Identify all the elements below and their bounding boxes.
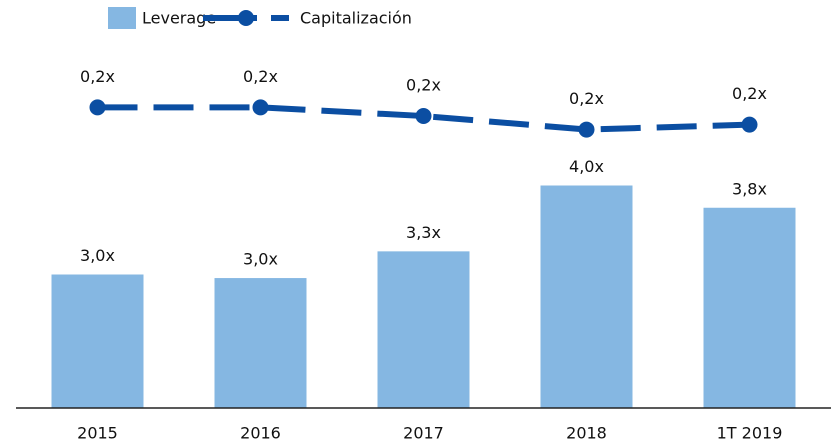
- data-label: 0,2x: [406, 76, 441, 95]
- bar: [703, 207, 796, 408]
- data-label: 4,0x: [569, 157, 604, 176]
- legend-swatch: [108, 7, 136, 29]
- bar: [214, 278, 307, 408]
- data-label: 0,2x: [569, 89, 604, 108]
- x-tick-label: 1T 2019: [717, 424, 783, 443]
- legend-marker: [238, 10, 254, 26]
- data-label: 3,8x: [732, 179, 767, 198]
- line-marker: [578, 121, 595, 138]
- line-marker: [741, 116, 758, 133]
- x-tick-label: 2017: [403, 424, 444, 443]
- data-label: 0,2x: [80, 67, 115, 86]
- line-marker: [415, 108, 432, 125]
- x-tick-label: 2015: [77, 424, 118, 443]
- x-tick-label: 2016: [240, 424, 281, 443]
- x-tick-label: 2018: [566, 424, 607, 443]
- line-marker: [252, 99, 269, 116]
- data-label: 3,0x: [80, 246, 115, 265]
- data-label: 3,3x: [406, 223, 441, 242]
- bar: [51, 274, 144, 408]
- legend: Leverage Capitalización: [108, 7, 412, 29]
- bar: [377, 251, 470, 408]
- line-marker: [89, 99, 106, 116]
- data-label: 0,2x: [732, 84, 767, 103]
- data-label: 3,0x: [243, 250, 278, 269]
- legend-label: Leverage: [142, 9, 216, 28]
- legend-label: Capitalización: [300, 9, 412, 28]
- bar: [540, 185, 633, 408]
- data-label: 0,2x: [243, 67, 278, 86]
